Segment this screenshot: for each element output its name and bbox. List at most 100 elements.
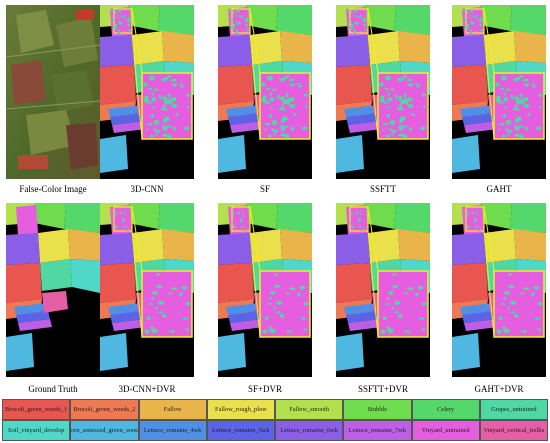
field-region <box>484 229 516 263</box>
map-svg <box>218 5 312 179</box>
field-region <box>108 303 142 315</box>
legend-item: Stubble <box>343 399 412 420</box>
field-region <box>132 31 164 65</box>
field-region <box>6 233 40 265</box>
field-region <box>100 333 128 371</box>
field-region <box>348 121 382 133</box>
field-region <box>162 31 194 63</box>
legend-item: Celery <box>411 399 480 420</box>
field-region <box>336 263 372 303</box>
field-region <box>280 31 312 63</box>
field-region <box>460 303 494 315</box>
field-region <box>100 135 128 173</box>
field-region <box>460 105 494 117</box>
classmap-3dcnn-dvr <box>100 203 194 377</box>
field-region <box>246 203 278 229</box>
classmap-gaht-dvr <box>452 203 546 377</box>
legend-item: Brocoli_green_weeds_1 <box>2 399 71 420</box>
field-region <box>346 113 380 125</box>
legend-item: Lettuce_romaine_7wk <box>343 420 412 441</box>
caption-gaht: GAHT <box>486 184 512 194</box>
map-svg <box>336 5 430 179</box>
field-region <box>452 65 488 105</box>
field-region <box>452 233 486 265</box>
classmap-ssftt <box>336 5 430 179</box>
field-region <box>162 229 194 261</box>
field-region <box>128 203 160 229</box>
field-region <box>514 229 546 261</box>
field-region <box>398 229 430 261</box>
field-region <box>452 135 480 173</box>
caption-gaht-dvr: GAHT+DVR <box>474 384 524 394</box>
field-region <box>368 229 400 263</box>
field-region <box>228 113 262 125</box>
field-region <box>218 333 246 371</box>
classmap-ssftt-dvr <box>336 203 430 377</box>
zoom-inset <box>259 72 311 140</box>
classmap-3dcnn <box>100 5 194 179</box>
field-region <box>480 203 512 229</box>
field-region <box>394 203 430 233</box>
field-region <box>348 319 382 331</box>
field-region <box>40 259 72 291</box>
field-region <box>18 319 52 331</box>
zoom-inset <box>377 72 429 140</box>
classmap-sf <box>218 5 312 179</box>
class-legend: Brocoli_green_weeds_1 Brocoli_green_weeds… <box>2 399 548 441</box>
map-svg <box>100 203 194 377</box>
field-region <box>14 303 48 315</box>
field-region <box>16 205 38 235</box>
field-region <box>42 291 68 313</box>
legend-item: Fallow_smooth <box>275 399 344 420</box>
field-region <box>398 31 430 63</box>
legend-item: Vinyard_vertical_trellis <box>479 420 548 441</box>
false-color-image <box>6 5 100 179</box>
field-region <box>452 35 486 67</box>
legend-item: Lettuce_romaine_4wk <box>138 420 207 441</box>
caption-false-color: False-Color Image <box>19 184 87 194</box>
field-region <box>70 259 100 293</box>
caption-sf: SF <box>259 184 270 194</box>
field-region <box>336 35 370 67</box>
field-region <box>344 303 378 315</box>
field-region <box>108 105 142 117</box>
map-svg <box>218 203 312 377</box>
map-svg <box>336 203 430 377</box>
field-region <box>110 311 144 323</box>
field-region <box>280 229 312 261</box>
field-region <box>218 35 252 67</box>
field-region <box>462 311 496 323</box>
caption-sf-dvr: SF+DVR <box>247 384 283 394</box>
field-region <box>38 229 70 263</box>
field-region <box>6 333 34 371</box>
classmap-gaht <box>452 5 546 179</box>
legend-item: Corn_senesced_green_weeds <box>70 420 139 441</box>
field-region <box>346 311 380 323</box>
map-svg <box>100 5 194 179</box>
field-region <box>368 31 400 65</box>
legend-item: Grapes_untrained <box>479 399 548 420</box>
field-region <box>230 121 264 133</box>
field-region <box>68 229 100 261</box>
field-region <box>218 263 254 303</box>
field-region <box>514 31 546 63</box>
field-region <box>128 5 160 31</box>
field-region <box>218 135 246 173</box>
map-svg <box>6 203 100 377</box>
legend-item: Fallow_rough_plow <box>206 399 275 420</box>
caption-ssftt: SSFTT <box>369 184 396 194</box>
caption-3dcnn-dvr: 3D-CNN+DVR <box>118 384 176 394</box>
field-region <box>510 5 546 35</box>
field-region <box>336 233 370 265</box>
legend-item: Fallow <box>138 399 207 420</box>
zoom-inset <box>141 72 193 140</box>
field-region <box>276 5 312 35</box>
field-region <box>246 5 278 31</box>
field-region <box>336 135 364 173</box>
field-region <box>158 203 194 233</box>
field-region <box>452 333 480 371</box>
legend-item: Brocoli_green_weeds_2 <box>70 399 139 420</box>
field-region <box>394 5 430 35</box>
field-region <box>452 263 488 303</box>
field-region <box>336 333 364 371</box>
